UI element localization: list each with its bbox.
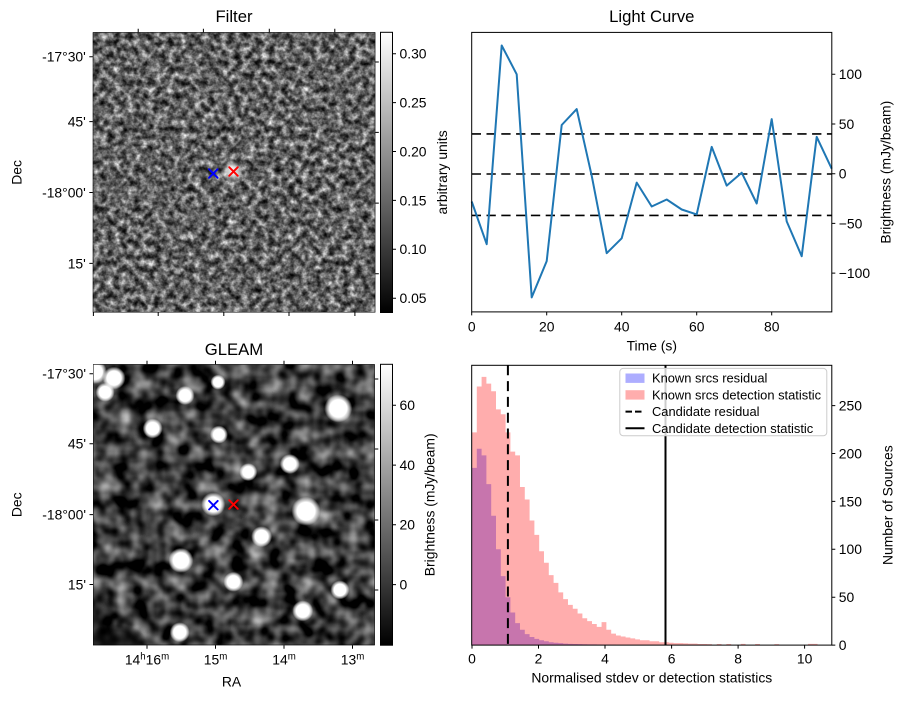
- svg-text:Dec: Dec: [9, 160, 25, 185]
- svg-text:45': 45': [68, 113, 86, 129]
- svg-text:50: 50: [839, 589, 855, 605]
- svg-text:Normalised stdev or detection: Normalised stdev or detection statistics: [531, 670, 772, 686]
- svg-text:6: 6: [668, 650, 676, 666]
- svg-text:80: 80: [764, 318, 780, 334]
- svg-text:14h16m: 14h16m: [125, 651, 169, 667]
- svg-text:0: 0: [468, 650, 476, 666]
- svg-text:15': 15': [68, 576, 86, 592]
- svg-text:0: 0: [400, 576, 408, 592]
- svg-text:0.30: 0.30: [400, 46, 427, 62]
- svg-text:Candidate detection statistic: Candidate detection statistic: [652, 421, 814, 436]
- svg-text:250: 250: [839, 397, 862, 413]
- svg-text:0: 0: [839, 637, 847, 653]
- svg-text:200: 200: [839, 445, 862, 461]
- svg-text:0.15: 0.15: [400, 192, 427, 208]
- svg-text:0.05: 0.05: [400, 290, 427, 306]
- svg-text:0: 0: [839, 166, 847, 182]
- svg-text:Known srcs residual: Known srcs residual: [652, 371, 767, 386]
- svg-text:Filter: Filter: [215, 7, 253, 26]
- svg-text:150: 150: [839, 493, 862, 509]
- svg-text:20: 20: [539, 318, 555, 334]
- svg-text:Known srcs detection statistic: Known srcs detection statistic: [652, 387, 822, 402]
- svg-text:10: 10: [797, 650, 813, 666]
- svg-text:Brightness (mJy/beam): Brightness (mJy/beam): [422, 433, 438, 576]
- svg-text:40: 40: [400, 457, 416, 473]
- svg-text:-17°30': -17°30': [42, 366, 86, 382]
- svg-text:0: 0: [468, 318, 476, 334]
- svg-text:45': 45': [68, 436, 86, 452]
- svg-text:15': 15': [68, 255, 86, 271]
- svg-text:100: 100: [839, 541, 862, 557]
- svg-text:Light Curve: Light Curve: [609, 7, 694, 26]
- svg-text:−100: −100: [839, 265, 871, 281]
- svg-text:50: 50: [839, 116, 855, 132]
- svg-text:Dec: Dec: [9, 492, 25, 517]
- svg-text:GLEAM: GLEAM: [205, 340, 263, 359]
- svg-text:arbitrary units: arbitrary units: [434, 130, 450, 214]
- svg-text:-18°00': -18°00': [42, 506, 86, 522]
- svg-text:Number of Sources: Number of Sources: [880, 445, 896, 565]
- svg-text:Brightness (mJy/beam): Brightness (mJy/beam): [878, 101, 894, 244]
- svg-text:0.10: 0.10: [400, 241, 427, 257]
- svg-text:20: 20: [400, 517, 416, 533]
- svg-text:−50: −50: [839, 215, 863, 231]
- svg-text:0.25: 0.25: [400, 94, 427, 110]
- svg-text:RA: RA: [222, 673, 242, 689]
- svg-text:0.20: 0.20: [400, 143, 427, 159]
- svg-text:Candidate residual: Candidate residual: [652, 404, 760, 419]
- svg-text:60: 60: [689, 318, 705, 334]
- svg-text:2: 2: [535, 650, 543, 666]
- svg-text:40: 40: [614, 318, 630, 334]
- svg-text:-18°00': -18°00': [42, 184, 86, 200]
- svg-text:-17°30': -17°30': [42, 49, 86, 65]
- svg-text:8: 8: [734, 650, 742, 666]
- svg-text:Time (s): Time (s): [627, 337, 677, 353]
- svg-text:4: 4: [601, 650, 609, 666]
- svg-text:60: 60: [400, 397, 416, 413]
- svg-text:100: 100: [839, 66, 862, 82]
